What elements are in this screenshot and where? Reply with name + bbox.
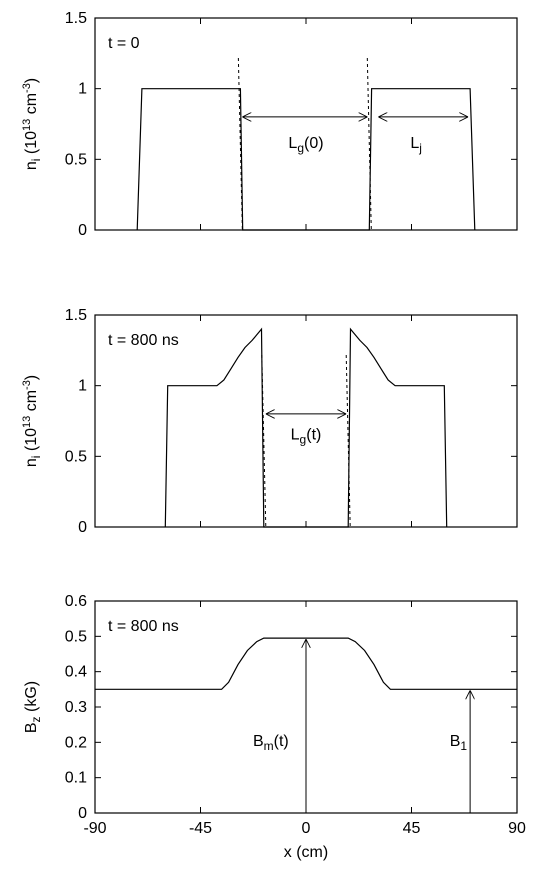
annotation: B1 (450, 733, 468, 753)
panel-label: t = 800 ns (108, 618, 179, 635)
y-tick-label: 0.4 (65, 664, 87, 681)
x-tick-label: 0 (302, 820, 311, 837)
annotation: Bm(t) (253, 733, 289, 753)
series-line-1 (136, 88, 476, 231)
y-tick-label: 1 (78, 378, 87, 395)
dashed-guide (261, 354, 267, 528)
plot-frame (94, 17, 518, 231)
annotation: Lg(t) (291, 426, 322, 446)
y-axis-title: Bz (kG) (23, 681, 43, 733)
y-tick-label: 0 (78, 805, 87, 822)
annotation: Lg(0) (288, 135, 323, 155)
x-tick-label: -90 (83, 820, 106, 837)
dashed-guide (345, 354, 351, 528)
y-tick-label: 0.6 (65, 593, 87, 610)
panel-label: t = 800 ns (108, 332, 179, 349)
y-tick-label: 1 (78, 81, 87, 98)
x-tick-label: -45 (189, 820, 212, 837)
panel-2: 0 0.5 1 1.5 Lg(t) t = 800 ns ni (1013 cm-3) (21, 307, 518, 536)
x-tick-label: 45 (403, 820, 421, 837)
y-tick-label: 0 (78, 222, 87, 239)
annotation: Lj (410, 135, 422, 155)
series-line-1 (95, 637, 517, 690)
panel-label: t = 0 (108, 35, 140, 52)
y-tick-label: 0.1 (65, 770, 87, 787)
y-tick-label: 0.2 (65, 734, 87, 751)
panel-3: 0 0.1 0.2 0.3 0.4 0.5 0.6 -90 -45 0 45 90 Bm(t) B1 t =… (23, 593, 526, 861)
y-tick-label: 1.5 (65, 307, 87, 324)
series-line-1 (164, 327, 448, 528)
x-axis-title: x (cm) (284, 844, 328, 861)
y-axis-title: ni (1013 cm-3) (21, 375, 43, 467)
panel-1: 0 0.5 1 1.5 Lg(0) Lj t = 0 ni (1013 cm-3) (21, 10, 518, 239)
y-tick-label: 0 (78, 519, 87, 536)
dashed-guide (366, 57, 372, 231)
y-tick-label: 1.5 (65, 10, 87, 27)
y-tick-label: 0.5 (65, 151, 87, 168)
dashed-guide (237, 57, 243, 231)
y-tick-label: 0.5 (65, 628, 87, 645)
y-tick-label: 0.5 (65, 448, 87, 465)
y-tick-label: 0.3 (65, 699, 87, 716)
y-axis-title: ni (1013 cm-3) (21, 78, 43, 170)
x-tick-label: 90 (508, 820, 526, 837)
